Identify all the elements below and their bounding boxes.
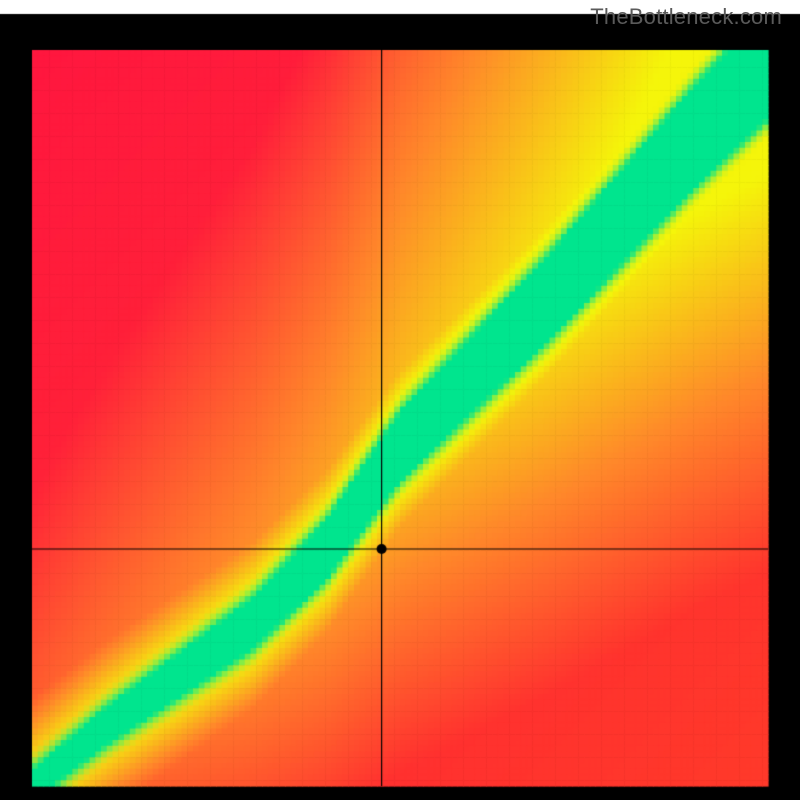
watermark-text: TheBottleneck.com	[590, 4, 782, 30]
chart-container: TheBottleneck.com	[0, 0, 800, 800]
bottleneck-heatmap	[0, 0, 800, 800]
